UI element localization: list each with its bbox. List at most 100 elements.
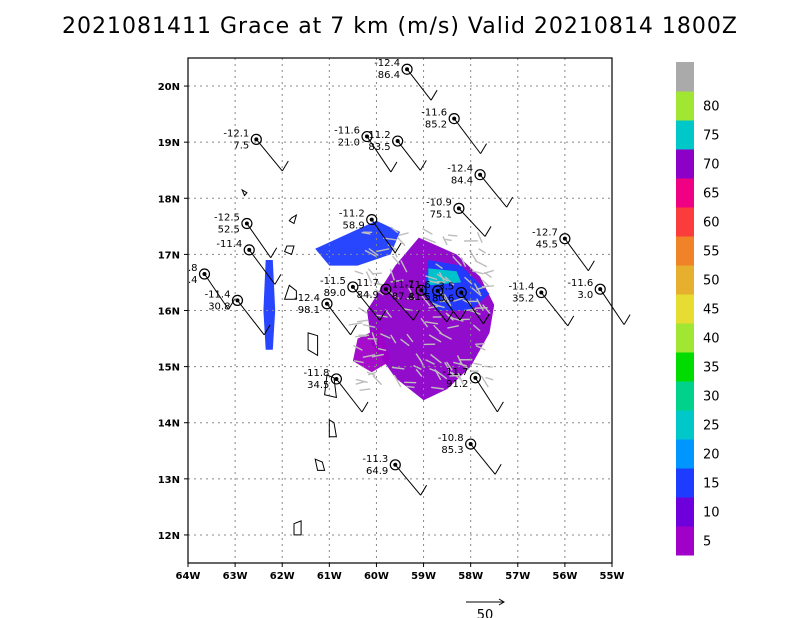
- colorbar-label: 55: [703, 245, 720, 260]
- wind-speed-region: [352, 327, 391, 373]
- wind-vector: [471, 270, 484, 275]
- wind-barb-flag: [274, 274, 282, 285]
- station-model: -10.885.3: [438, 433, 502, 475]
- station-temperature: -11.6: [334, 126, 360, 137]
- wind-vector: [348, 322, 363, 326]
- wind-barb-staff: [366, 136, 392, 173]
- station-temperature: -11.7: [443, 367, 469, 378]
- wind-barb-staff: [246, 223, 272, 259]
- wind-vector: [408, 287, 415, 298]
- x-tick-label: 61W: [317, 571, 342, 582]
- wind-vector: [448, 234, 458, 237]
- chart-title: 2021081411 Grace at 7 km (m/s) Valid 202…: [62, 14, 738, 39]
- wind-vector: [428, 334, 442, 343]
- station-pressure: 35.2: [512, 294, 534, 305]
- station-pressure: 34.5: [307, 380, 329, 391]
- station-temperature: .8: [188, 263, 198, 274]
- colorbar-label: 60: [703, 216, 720, 231]
- wind-vector: [390, 279, 404, 283]
- wind-vector: [436, 273, 449, 282]
- wind-vector: [460, 257, 467, 268]
- wind-barb-staff: [397, 140, 421, 171]
- station-ring: [469, 372, 481, 384]
- wind-vector: [443, 293, 452, 307]
- wind-barb-flag: [506, 196, 514, 208]
- colorbar-label: 30: [703, 390, 720, 405]
- y-tick-label: 15N: [158, 363, 180, 374]
- wind-barb-staff: [564, 238, 589, 272]
- colorbar-label: 80: [703, 100, 720, 115]
- wind-barb-flag: [494, 464, 502, 475]
- station-ring: [392, 135, 404, 147]
- station-model: 11.784.9: [357, 278, 420, 321]
- station-pressure: 30.8: [208, 301, 230, 312]
- wind-vector: [400, 338, 410, 347]
- station-model: -11.621.0: [334, 126, 398, 173]
- wind-vector: [431, 386, 444, 390]
- wind-vector: [485, 376, 494, 381]
- wind-barb-flag: [587, 260, 595, 272]
- observation-layer: -12.486.4-11.685.2-12.17.5-11.621.0-11.2…: [188, 58, 631, 496]
- wind-vector: [354, 270, 364, 275]
- wind-barb-flag: [567, 315, 575, 327]
- station-model: -11.435.2: [508, 282, 575, 327]
- wind-vector: [391, 366, 405, 370]
- wind-vector: [373, 282, 383, 286]
- station-model: -11.63.0: [567, 278, 631, 325]
- wind-vector: [430, 353, 442, 364]
- wind-vector: [376, 248, 390, 253]
- station-pressure: 83.5: [368, 142, 390, 153]
- station-pressure: 84.9: [357, 290, 379, 301]
- station-temperature: -11.4: [205, 289, 231, 300]
- station-ring: [535, 286, 547, 299]
- station-ring: [366, 214, 378, 226]
- wind-barb-flag: [270, 247, 278, 258]
- wind-vector: [464, 276, 473, 285]
- station-model: -12.486.4: [374, 58, 438, 101]
- wind-field-layer: [263, 220, 495, 401]
- wind-vector: [362, 353, 376, 359]
- wind-vector: [393, 374, 402, 388]
- station-pressure: 80.6: [432, 294, 454, 305]
- wind-vector: [364, 249, 377, 258]
- wind-vector: [428, 305, 439, 309]
- wind-vector: [453, 361, 467, 367]
- wind-vector: [473, 362, 482, 366]
- wind-vector: [428, 280, 441, 284]
- wind-barb-staff: [385, 288, 414, 321]
- grid-lines: [188, 58, 612, 563]
- x-tick-label: 58W: [458, 571, 483, 582]
- station-temperature: -11.6: [567, 278, 593, 289]
- wind-barb-staff: [458, 208, 486, 237]
- wind-barb-flag: [350, 324, 357, 336]
- wind-vector: [435, 304, 445, 309]
- wind-barb-staff: [460, 292, 484, 325]
- station-pressure: 7.5: [233, 140, 249, 151]
- wind-vector: [435, 370, 448, 380]
- colorbar-segment: [676, 323, 694, 353]
- wind-barb-flag: [281, 160, 289, 172]
- axis-ticks: 64W 63W 62W 61W 60W 59W 58W 57W 56W 55W 12N 13N 14N 1…: [158, 82, 625, 582]
- wind-vector: [362, 323, 376, 328]
- reference-arrowhead: [498, 598, 505, 606]
- colorbar-segment: [676, 381, 694, 411]
- wind-vector: [361, 231, 371, 235]
- island-outline: [307, 332, 319, 357]
- station-model: -11.364.9: [362, 454, 428, 496]
- wind-barb-staff: [420, 289, 448, 323]
- station-pressure: 75.1: [430, 209, 452, 220]
- x-tick-label: 60W: [364, 571, 389, 582]
- station-temperature: -11.5: [320, 276, 346, 287]
- wind-vector: [443, 238, 452, 242]
- station-model: -12.552.5: [214, 213, 278, 259]
- y-tick-label: 18N: [158, 194, 180, 205]
- x-tick-label: 55W: [600, 571, 625, 582]
- wind-vector: [452, 255, 462, 267]
- wind-barb-flag: [361, 401, 369, 413]
- station-pressure: 84.4: [451, 176, 473, 187]
- wind-vector: [396, 236, 406, 247]
- station-temperature: -12.1: [223, 128, 249, 139]
- wind-vector: [439, 299, 450, 303]
- wind-vector: [390, 334, 397, 344]
- station-ring: [432, 285, 444, 297]
